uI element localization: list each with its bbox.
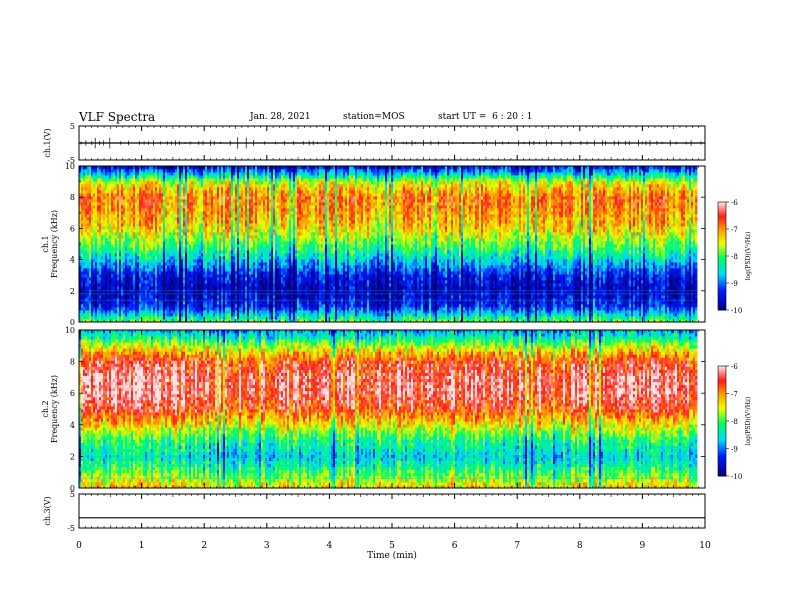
panel-1: 5-5ch.1(V): [43, 122, 705, 165]
y-axis-label: ch.1(V): [43, 128, 52, 157]
spectrogram-cells: [79, 166, 697, 322]
y-tick-label: 5: [70, 122, 75, 131]
